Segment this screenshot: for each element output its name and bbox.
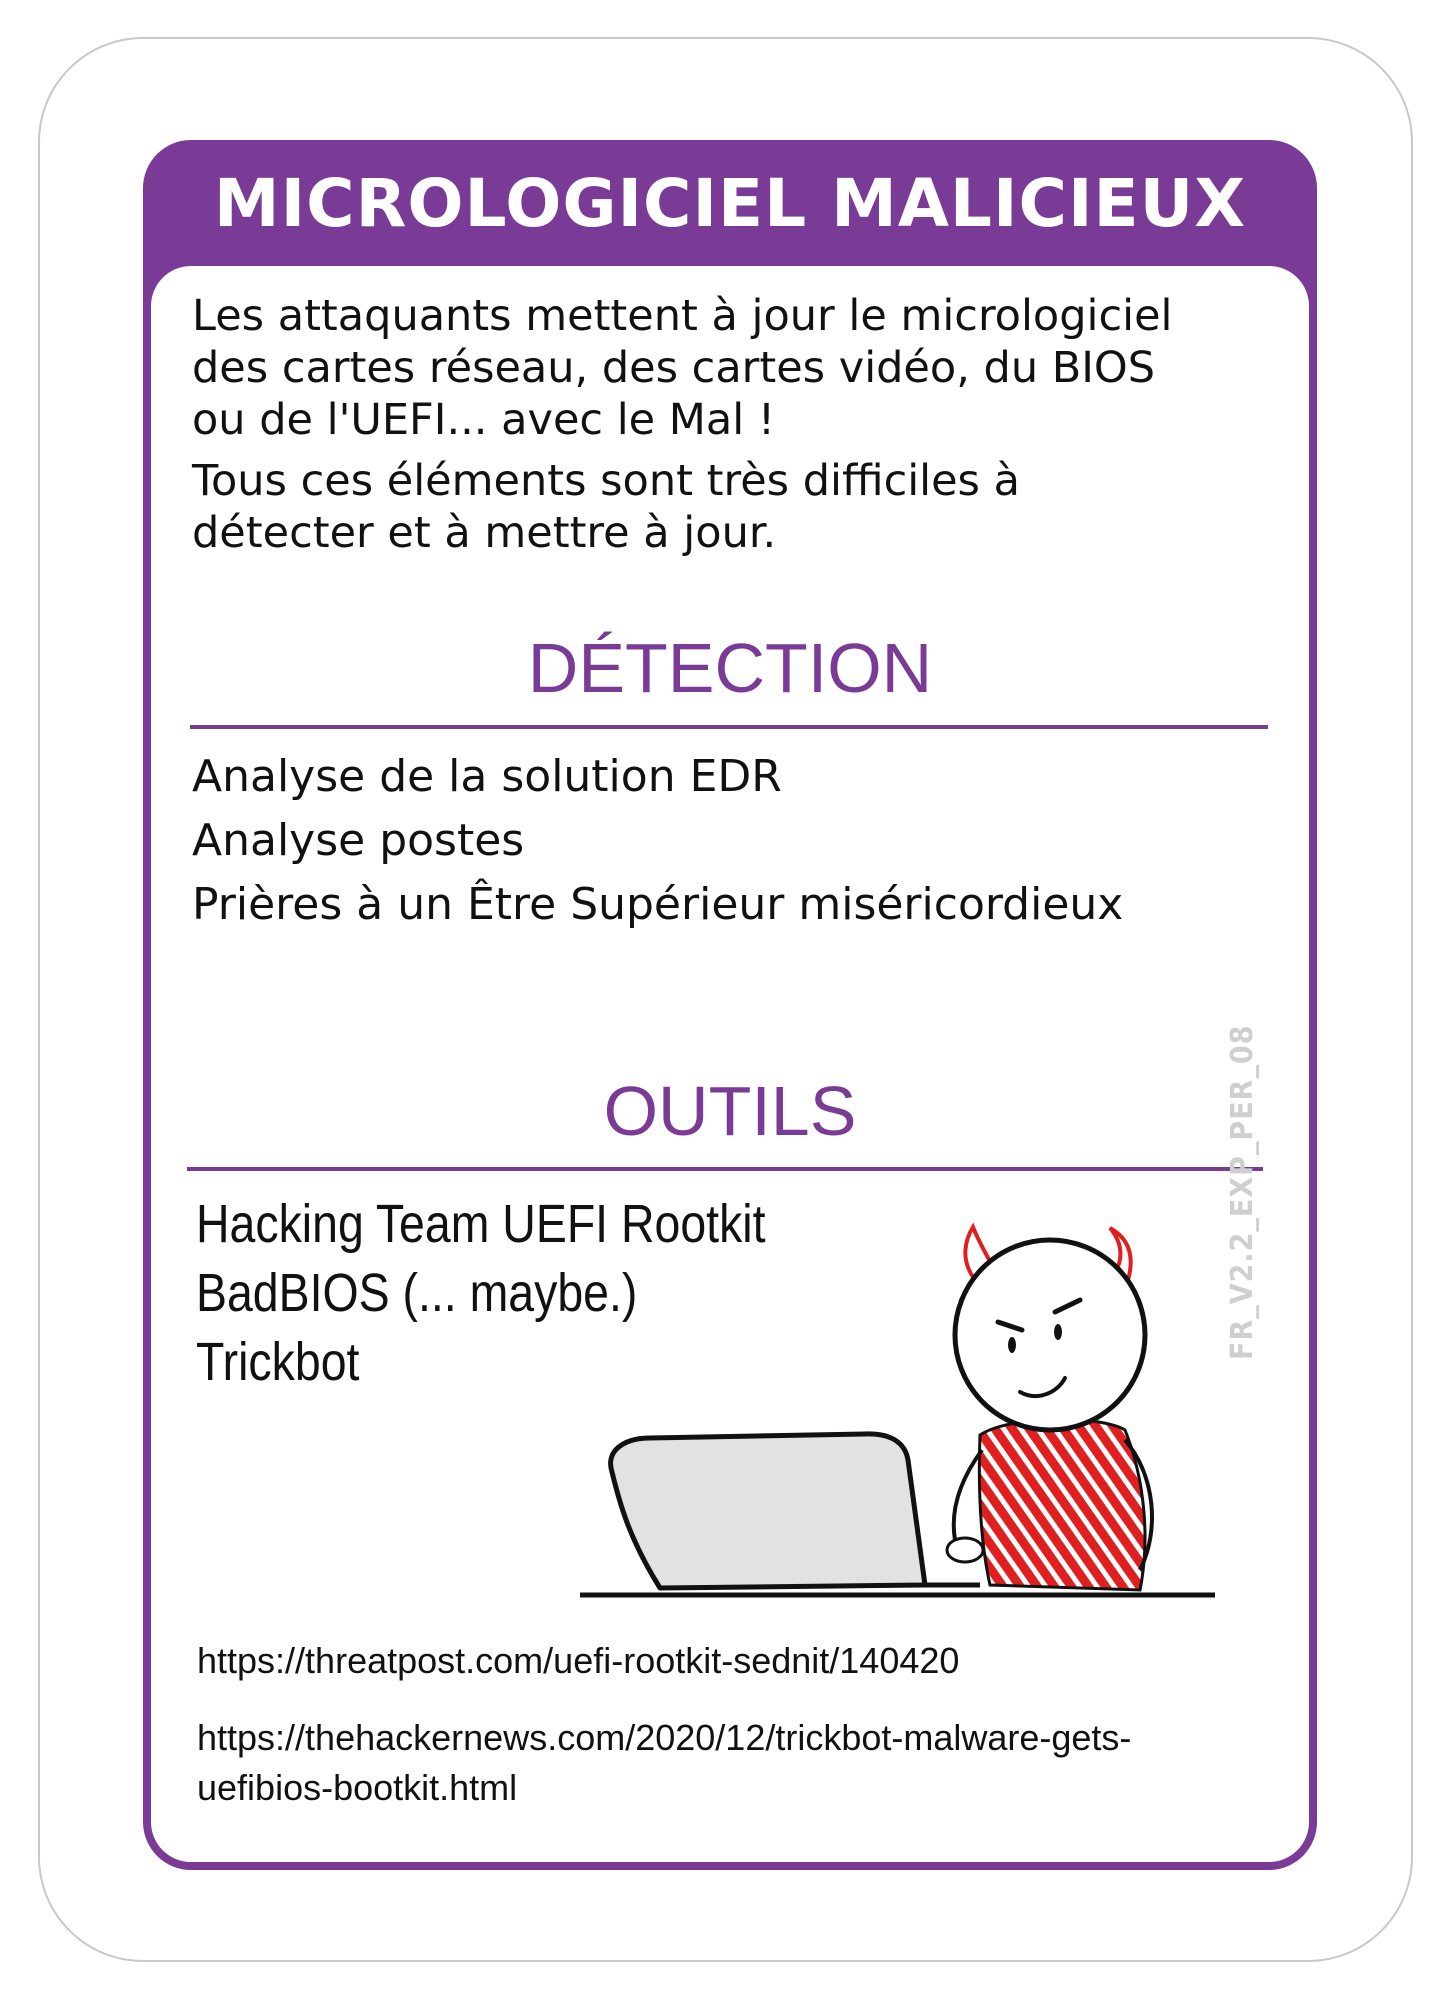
card-title: MICROLOGICIEL MALICIEUX: [213, 164, 1247, 242]
description-line: des cartes réseau, des cartes vidéo, du …: [192, 343, 1156, 393]
tools-divider: [187, 1167, 1263, 1171]
card-outline: [38, 37, 1413, 1962]
detection-heading: DÉTECTION: [527, 629, 933, 707]
right-horn: [1108, 1226, 1133, 1281]
devil-body: [977, 1417, 1147, 1592]
laptop-screen: [608, 1431, 928, 1591]
tool-item: Trickbot: [196, 1332, 360, 1392]
devil-head: [952, 1237, 1148, 1433]
detection-item: Analyse de la solution EDR: [192, 751, 782, 802]
reference-link-continued[interactable]: uefibios-bootkit.html: [197, 1767, 518, 1808]
detection-item: Analyse postes: [192, 815, 525, 866]
description-paragraph-1: Les attaquants mettent à jour le microlo…: [192, 290, 1172, 446]
tools-heading: OUTILS: [603, 1072, 857, 1150]
tools-list: Hacking Team UEFI Rootkit BadBIOS (... m…: [196, 1190, 766, 1397]
description-paragraph-2: Tous ces éléments sont très difficiles à…: [192, 455, 1172, 559]
description-line: détecter et à mettre à jour.: [192, 508, 777, 558]
devil-stick-figure-illustration: [580, 1222, 1215, 1598]
detection-divider: [190, 725, 1268, 729]
card-description: Les attaquants mettent à jour le microlo…: [192, 290, 1172, 559]
description-line: ou de l'UEFI... avec le Mal !: [192, 395, 776, 445]
tool-item: BadBIOS (... maybe.): [196, 1263, 638, 1323]
reference-link[interactable]: https://threatpost.com/uefi-rootkit-sedn…: [197, 1640, 960, 1681]
description-line: Tous ces éléments sont très difficiles à: [192, 456, 1020, 506]
description-line: Les attaquants mettent à jour le microlo…: [192, 291, 1173, 341]
detection-item: Prières à un Être Supérieur miséricordie…: [192, 879, 1124, 930]
reference-link[interactable]: https://thehackernews.com/2020/12/trickb…: [197, 1717, 1132, 1758]
detection-list: Analyse de la solution EDR Analyse poste…: [192, 745, 1123, 937]
tool-item: Hacking Team UEFI Rootkit: [196, 1194, 766, 1254]
